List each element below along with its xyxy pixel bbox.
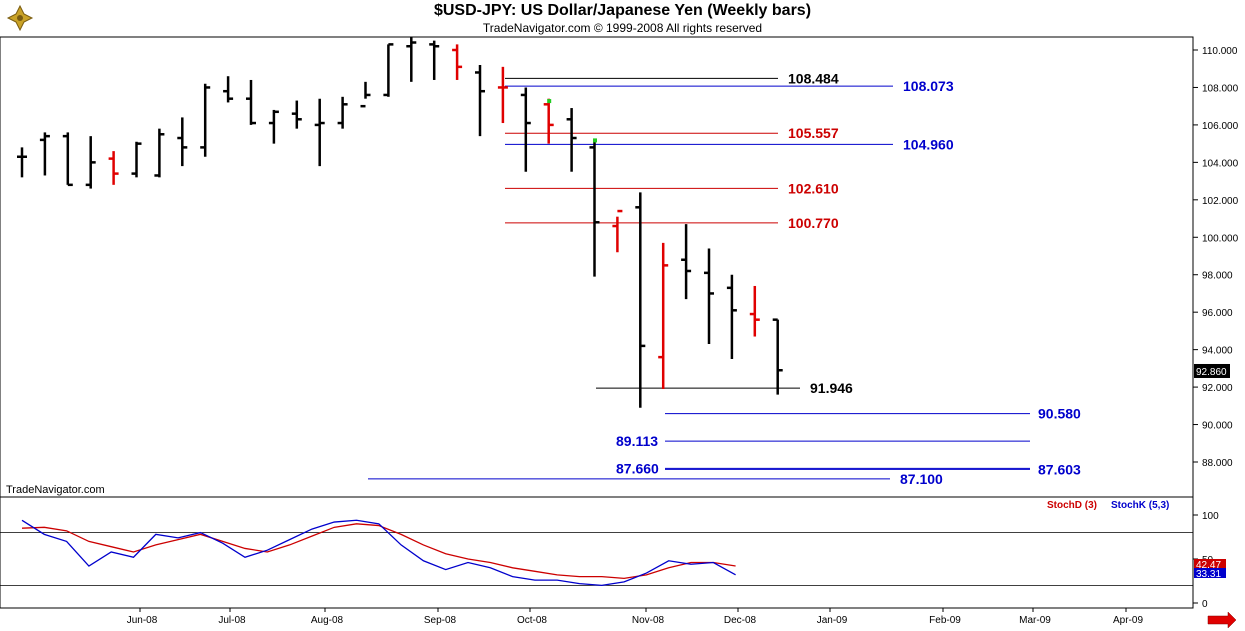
ohlc-bar: [635, 192, 646, 408]
price-tick-label: 90.000: [1202, 421, 1233, 432]
price-tick-label: 92.000: [1202, 383, 1233, 394]
price-bars: [17, 36, 783, 408]
x-tick-label: Nov-08: [632, 615, 665, 626]
ohlc-bar: [772, 318, 783, 395]
stoch-last-value: 42.47: [1196, 560, 1221, 571]
watermark-text: TradeNavigator.com: [6, 484, 105, 496]
stoch-last-box: [1194, 559, 1226, 569]
ohlc-bar: [177, 117, 188, 167]
stoch-last-box: [1194, 568, 1226, 578]
price-tick-label: 100.000: [1202, 233, 1239, 244]
last-price-box: [1194, 363, 1230, 378]
x-tick-label: Feb-09: [929, 615, 961, 626]
price-tick-label: 104.000: [1202, 158, 1239, 169]
ohlc-bar: [726, 274, 737, 359]
chart-title: $USD-JPY: US Dollar/Japanese Yen (Weekly…: [433, 2, 812, 19]
x-tick-label: Sep-08: [424, 615, 457, 626]
ohlc-bar: [497, 66, 508, 124]
ohlc-bar: [612, 209, 623, 253]
ohlc-bar: [108, 151, 119, 185]
ohlc-bar: [268, 109, 279, 144]
level-label: 89.113: [616, 433, 658, 449]
ohlc-bar: [589, 141, 600, 277]
level-label: 87.100: [900, 471, 943, 487]
price-panel-frame: [0, 36, 1194, 498]
stoch-legend-label: StochK (5,3): [1111, 500, 1169, 511]
price-levels: 108.484 108.073 105.557 104.960 102.610 100.7…: [368, 70, 1081, 487]
ohlc-bar: [291, 100, 302, 129]
ohlc-bar: [566, 108, 577, 172]
ohlc-bar: [681, 224, 692, 300]
ohlc-bar: [337, 96, 348, 129]
last-price-text: 92.860: [1196, 367, 1227, 378]
stoch-tick-label: 100: [1202, 511, 1219, 522]
x-tick-label: Oct-08: [517, 615, 547, 626]
stoch-line: [21, 523, 736, 580]
x-tick-label: Jan-09: [817, 615, 848, 626]
price-axis: 110.000 108.000 106.000 104.000 102.000 100.0…: [1193, 46, 1239, 469]
level-label: 87.603: [1038, 461, 1081, 477]
x-tick-label: Aug-08: [311, 615, 344, 626]
x-tick-label: Dec-08: [724, 615, 757, 626]
trade-navigator-logo-icon: [6, 4, 34, 32]
ohlc-bar: [658, 242, 669, 389]
last-price-label: 92.860: [1194, 363, 1230, 378]
stoch-last-value: 33.31: [1196, 569, 1221, 580]
ohlc-bar: [85, 136, 96, 189]
ohlc-bar: [314, 98, 325, 167]
price-tick-label: 94.000: [1202, 346, 1233, 357]
signal-marker: [547, 99, 552, 104]
level-label: 108.484: [788, 70, 839, 86]
price-tick-label: 108.000: [1202, 83, 1239, 94]
level-label: 90.580: [1038, 406, 1081, 422]
ohlc-bar: [62, 132, 73, 187]
level-label: 108.073: [903, 78, 954, 94]
ohlc-bar: [17, 147, 27, 178]
ohlc-bar: [383, 43, 394, 97]
x-tick-label: Jul-08: [218, 615, 246, 626]
ohlc-bar: [406, 36, 417, 82]
ohlc-bar: [200, 83, 211, 157]
x-tick-label: Jun-08: [127, 615, 158, 626]
ohlc-bar: [154, 128, 165, 178]
time-axis: Jun-08 Jul-08 Aug-08 Sep-08 Oct-08 Nov-08 Dec-…: [127, 608, 1143, 626]
stoch-line: [21, 519, 736, 587]
scroll-right-arrow[interactable]: [1207, 611, 1237, 629]
price-tick-label: 102.000: [1202, 196, 1239, 207]
price-tick-label: 106.000: [1202, 121, 1239, 132]
x-tick-label: Apr-09: [1113, 615, 1143, 626]
ohlc-bar: [704, 248, 714, 345]
x-tick-label: Mar-09: [1019, 615, 1051, 626]
signal-markers: [547, 99, 597, 143]
ohlc-bar: [543, 98, 554, 144]
ohlc-bar: [520, 87, 531, 172]
level-label: 100.770: [788, 215, 839, 231]
price-tick-label: 96.000: [1202, 308, 1233, 319]
level-label: 102.610: [788, 180, 839, 196]
stoch-legend-label: StochD (3): [1047, 500, 1097, 511]
ohlc-bar: [39, 132, 50, 176]
stoch-tick-label: 0: [1202, 599, 1208, 610]
ohlc-bar: [246, 79, 256, 125]
price-tick-label: 88.000: [1202, 458, 1233, 469]
ohlc-bar: [749, 285, 760, 337]
level-label: 105.557: [788, 125, 839, 141]
ohlc-bar: [429, 40, 440, 80]
ohlc-bar: [223, 76, 234, 103]
level-label: 91.946: [810, 380, 853, 396]
copyright-text: TradeNavigator.com © 1999-2008 All right…: [482, 21, 763, 35]
ohlc-bar: [475, 64, 485, 137]
signal-marker: [593, 138, 597, 143]
price-tick-label: 110.000: [1202, 46, 1238, 57]
level-label: 104.960: [903, 136, 954, 152]
stochastic-panel-frame: [0, 496, 1194, 609]
price-tick-label: 98.000: [1202, 271, 1233, 282]
ohlc-bar: [452, 44, 463, 80]
ohlc-bar: [131, 141, 142, 178]
level-label: 87.660: [616, 460, 659, 476]
ohlc-bar: [360, 81, 371, 108]
